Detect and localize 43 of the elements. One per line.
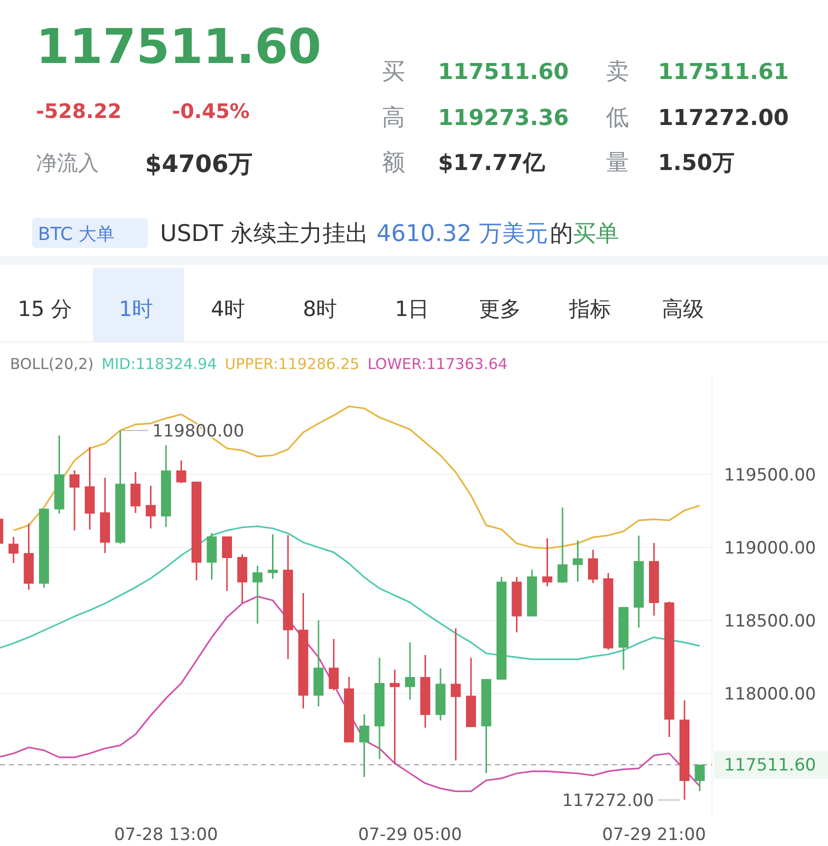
annotation: 额 (382, 150, 405, 176)
text: MID:118324.94 (102, 355, 217, 373)
annotation: 买 (382, 59, 405, 85)
annotation: 净流入 (36, 151, 99, 175)
y-tick-label: 118000.00 (724, 684, 816, 704)
y-tick-label: 118500.00 (724, 611, 816, 632)
annotation: 4时 (210, 297, 246, 321)
annotation: BTC 大单 (38, 224, 115, 245)
annotation: 1日 (394, 297, 430, 321)
annotation: -0.45% (172, 99, 250, 123)
y-tick-label: 119000.00 (724, 538, 816, 558)
annotation: USDT 永续主力挂出 (160, 221, 369, 247)
annotation: -528.22 (36, 99, 122, 123)
annotation: 119273.36 (438, 106, 569, 131)
x-tick-label: 07-29 21:00 (602, 825, 706, 845)
annotation: 1.50万 (658, 151, 734, 176)
text: UPPER:119286.25 (224, 355, 360, 373)
annotation: 15 分 (18, 297, 72, 321)
annotation: 指标 (569, 297, 611, 321)
y-tick-label: 119500.00 (724, 465, 816, 486)
annotation: 更多 (479, 297, 521, 321)
annotation: 卖 (606, 59, 629, 85)
annotation: 117272.00 (658, 106, 789, 131)
annotation: $4706万 (145, 150, 252, 178)
annotation: 的 (550, 221, 573, 247)
annotation: 117511.61 (658, 60, 789, 85)
x-tick-label: 07-28 13:00 (114, 825, 218, 845)
annotation: 4610.32 万美元 (376, 221, 548, 247)
annotation: 117511.60 (438, 60, 569, 85)
annotation: 买单 (572, 221, 619, 247)
text: LOWER:117363.64 (367, 355, 508, 373)
annotation: 高 (382, 105, 405, 131)
ref-line-label: 117511.60 (724, 756, 816, 776)
annotation: 8时 (302, 297, 338, 321)
annotation: 量 (606, 150, 629, 176)
annotation: 高级 (662, 297, 704, 321)
annotation: 低 (606, 105, 629, 131)
annotation: 1时 (118, 297, 154, 321)
legend-title: BOLL(20,2) (10, 355, 94, 373)
title: 117511.60 (36, 19, 322, 75)
annotation: 117272.00 (562, 791, 654, 811)
x-tick-label: 07-29 05:00 (358, 825, 462, 845)
annotation: $17.77亿 (438, 151, 545, 176)
